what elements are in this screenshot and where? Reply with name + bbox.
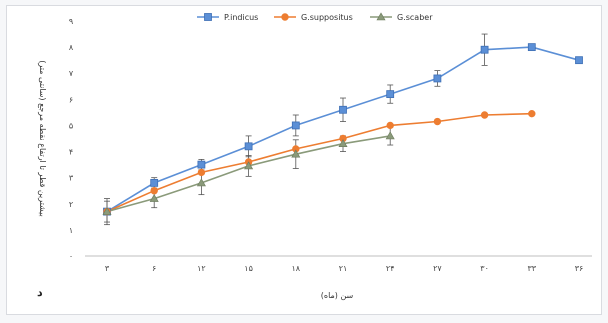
legend-item: G.suppositus <box>274 13 353 22</box>
line-chart: P.indicus G.suppositus G.scaber ۳ ۶ ۱۲ ۱۵ ۱۸ ۲۱… <box>37 12 592 300</box>
data-point <box>433 74 442 83</box>
legend-item: G.scaber <box>370 12 433 22</box>
x-tick-label: ۶ <box>152 264 156 273</box>
x-tick-label: ۲۱ <box>339 264 348 273</box>
data-point <box>197 160 206 169</box>
x-tick-label: ۳ <box>105 264 110 273</box>
x-tick-labels: ۳ ۶ ۱۲ ۱۵ ۱۸ ۲۱ ۲۴ ۲۷ ۳۰ ۳۳ ۳۶ <box>105 264 583 273</box>
data-point <box>386 90 395 99</box>
data-point <box>150 187 158 195</box>
y-tick-label: ۱ <box>69 226 73 235</box>
data-point <box>385 131 395 140</box>
data-point <box>480 45 489 54</box>
y-tick-label: ۵ <box>69 121 73 130</box>
x-tick-label: ۲۴ <box>386 264 395 273</box>
data-point <box>527 43 536 52</box>
data-point <box>338 139 348 148</box>
legend-marker <box>281 13 289 21</box>
x-tick-label: ۱۲ <box>197 264 206 273</box>
y-tick-label: ۴ <box>69 148 73 157</box>
legend-item: P.indicus <box>197 13 258 22</box>
data-point <box>150 178 159 187</box>
y-tick-label: ۰ <box>69 252 73 261</box>
x-tick-label: ۳۳ <box>528 264 537 273</box>
series-lines <box>106 46 580 213</box>
data-point <box>102 207 112 215</box>
data-point <box>197 168 206 177</box>
data-point <box>291 121 300 130</box>
y-tick-label: ۶ <box>69 95 73 104</box>
data-point <box>339 105 347 114</box>
x-tick-label: ۳۶ <box>575 264 584 273</box>
legend-marker <box>376 12 386 21</box>
x-tick-label: ۲۷ <box>433 264 442 273</box>
data-point <box>196 178 206 187</box>
x-axis-title: سن (ماه) <box>321 291 354 300</box>
data-point <box>149 193 159 202</box>
x-tick-label: ۳۰ <box>480 264 489 273</box>
legend-label: G.scaber <box>397 13 433 22</box>
y-tick-label: ۳ <box>69 174 74 183</box>
series-line <box>106 112 532 213</box>
y-tick-label: ۲ <box>69 200 73 209</box>
data-point <box>433 117 442 126</box>
x-tick-label: ۱۵ <box>244 264 253 273</box>
y-tick-label: ۹ <box>69 17 73 26</box>
series-line <box>106 46 580 213</box>
y-tick-label: ۸ <box>69 43 74 52</box>
data-point <box>244 142 253 151</box>
panel-label: د <box>37 286 43 299</box>
legend: P.indicus G.suppositus G.scaber <box>197 12 433 22</box>
series-markers <box>102 43 583 216</box>
data-point <box>528 109 536 118</box>
chart-frame: P.indicus G.suppositus G.scaber ۳ ۶ ۱۲ ۱۵ ۱۸ ۲۱… <box>6 5 602 315</box>
x-tick-label: ۱۸ <box>292 264 301 273</box>
legend-label: P.indicus <box>224 13 258 22</box>
data-point <box>386 121 394 130</box>
legend-marker <box>204 13 212 21</box>
y-tick-label: ۷ <box>69 69 74 78</box>
data-point <box>291 149 301 158</box>
y-tick-labels: ۰ ۱ ۲ ۳ ۴ ۵ ۶ ۷ ۸ ۹ <box>69 17 74 261</box>
data-point <box>480 111 489 119</box>
data-point <box>244 161 254 170</box>
data-point <box>575 56 583 65</box>
y-axis-title: بیشترین قطر تا ارتفاع نقطه مرجع (سانتی م… <box>38 60 47 217</box>
legend-label: G.suppositus <box>301 13 353 22</box>
